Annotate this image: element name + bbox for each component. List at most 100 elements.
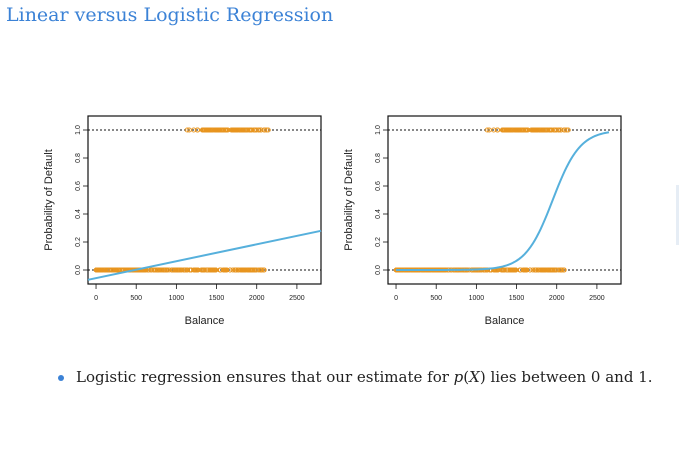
data-point bbox=[523, 127, 529, 133]
data-point bbox=[96, 267, 102, 273]
data-point bbox=[106, 267, 112, 273]
data-point bbox=[170, 267, 176, 273]
bullet-text-before: Logistic regression ensures that our est… bbox=[76, 368, 454, 386]
data-point bbox=[148, 267, 154, 273]
data-point bbox=[547, 127, 553, 133]
logistic-fit-line bbox=[396, 131, 610, 271]
data-point bbox=[513, 267, 519, 273]
data-point bbox=[530, 127, 536, 133]
data-point bbox=[534, 127, 540, 133]
data-point bbox=[535, 267, 541, 273]
points-default-yes bbox=[484, 127, 571, 133]
x-tick-label: 2000 bbox=[249, 295, 265, 302]
x-tick-label: 2500 bbox=[589, 295, 605, 302]
data-point bbox=[247, 267, 253, 273]
logistic-regression-plot: 0.0 0.2 0.4 0.6 0.8 1.0 0 500 1000 1500 2000 2500 Ba… bbox=[343, 115, 622, 327]
y-tick-label: 0.0 bbox=[375, 265, 382, 275]
data-point bbox=[220, 127, 226, 133]
data-point bbox=[208, 267, 214, 273]
x-tick-label: 2500 bbox=[289, 295, 305, 302]
y-tick-label: 0.8 bbox=[75, 153, 82, 163]
y-tick-label: 0.6 bbox=[375, 181, 382, 191]
data-point bbox=[491, 127, 497, 133]
data-point bbox=[518, 267, 524, 273]
data-point bbox=[164, 267, 170, 273]
data-point bbox=[213, 127, 219, 133]
data-point bbox=[223, 127, 229, 133]
x-tick-label: 0 bbox=[94, 295, 98, 302]
data-point bbox=[256, 267, 262, 273]
y-tick-label: 1.0 bbox=[75, 125, 82, 135]
x-axis-title: Balance bbox=[185, 315, 225, 327]
x-tick-label: 1500 bbox=[509, 295, 525, 302]
math-x: X bbox=[469, 368, 480, 386]
data-point bbox=[154, 267, 160, 273]
data-point bbox=[247, 127, 253, 133]
data-point bbox=[556, 127, 562, 133]
data-point bbox=[241, 127, 248, 133]
data-point bbox=[565, 127, 571, 133]
y-tick-label: 0.6 bbox=[75, 181, 82, 191]
data-point bbox=[234, 127, 240, 133]
bullet-point: Logistic regression ensures that our est… bbox=[58, 366, 658, 389]
y-tick-label: 0.4 bbox=[375, 209, 382, 219]
data-point bbox=[533, 267, 539, 273]
data-point bbox=[166, 267, 172, 273]
x-tick-label: 1000 bbox=[169, 295, 185, 302]
x-tick-label: 1000 bbox=[469, 295, 485, 302]
data-point bbox=[562, 127, 568, 133]
points-default-yes bbox=[184, 127, 271, 133]
data-point bbox=[508, 267, 514, 273]
data-point bbox=[201, 267, 207, 273]
data-point bbox=[150, 267, 156, 273]
data-point bbox=[178, 267, 184, 273]
data-point bbox=[223, 267, 229, 273]
x-tick-label: 0 bbox=[394, 295, 398, 302]
data-point bbox=[523, 267, 529, 273]
y-tick-label: 0.0 bbox=[75, 265, 82, 275]
data-point bbox=[254, 267, 260, 273]
y-tick-label: 1.0 bbox=[375, 125, 382, 135]
data-point bbox=[99, 267, 105, 273]
data-point bbox=[484, 127, 490, 133]
data-point bbox=[184, 127, 190, 133]
slide-title: Linear versus Logistic Regression bbox=[6, 4, 334, 26]
data-point bbox=[265, 127, 271, 133]
y-tick-label: 0.8 bbox=[375, 153, 382, 163]
data-point bbox=[202, 127, 208, 133]
next-slide-hint bbox=[676, 185, 679, 245]
data-point bbox=[547, 267, 553, 273]
data-point bbox=[227, 267, 233, 273]
x-axis-title: Balance bbox=[485, 315, 525, 327]
data-point bbox=[115, 267, 121, 273]
data-point bbox=[191, 127, 197, 133]
bullet-text-after: lies between 0 and 1. bbox=[485, 368, 653, 386]
data-point bbox=[104, 267, 110, 273]
data-point bbox=[117, 267, 123, 273]
y-tick-label: 0.2 bbox=[375, 237, 382, 247]
data-point bbox=[262, 127, 268, 133]
data-point bbox=[264, 127, 270, 133]
data-point bbox=[194, 267, 200, 273]
data-point bbox=[235, 267, 241, 273]
data-point bbox=[256, 127, 262, 133]
data-point bbox=[513, 127, 519, 133]
data-point bbox=[556, 267, 562, 273]
data-point bbox=[187, 267, 193, 273]
data-point bbox=[554, 267, 560, 273]
data-point bbox=[502, 127, 508, 133]
data-point bbox=[213, 267, 219, 273]
linear-regression-plot: 0.0 0.2 0.4 0.6 0.8 1.0 0 500 1000 1500 2000 2500 Ba… bbox=[43, 115, 322, 327]
y-axis-title: Probability of Default bbox=[343, 149, 355, 251]
plot-frame bbox=[87, 115, 322, 285]
data-point bbox=[238, 267, 244, 273]
math-p: p bbox=[453, 368, 464, 386]
points-default-no bbox=[93, 267, 267, 273]
x-tick-label: 500 bbox=[130, 295, 142, 302]
data-point bbox=[230, 267, 236, 273]
bullet-text: Logistic regression ensures that our est… bbox=[76, 366, 653, 389]
linear-fit-line bbox=[87, 229, 322, 281]
x-tick-label: 500 bbox=[430, 295, 442, 302]
data-point bbox=[527, 267, 533, 273]
bullet-dot-icon bbox=[58, 375, 64, 381]
